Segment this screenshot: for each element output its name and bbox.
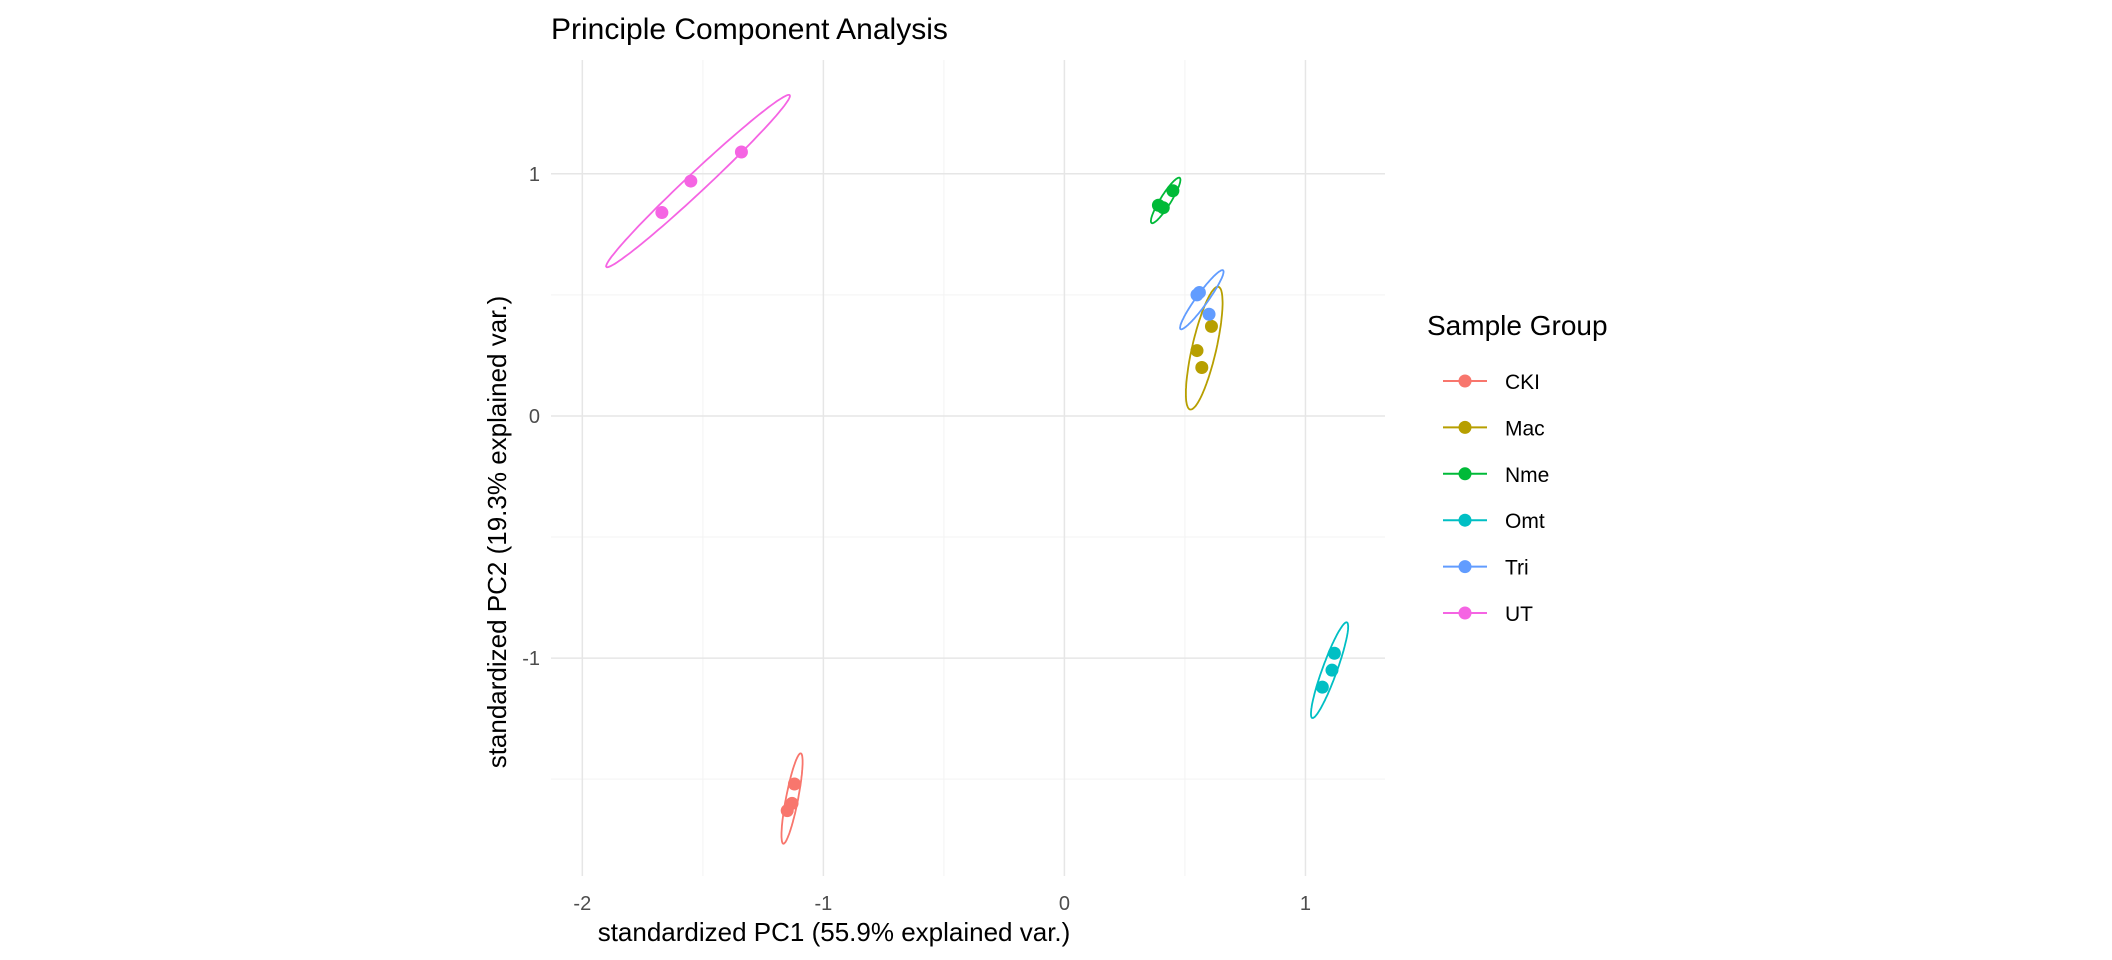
legend-label-omt: Omt <box>1505 510 1545 533</box>
grid <box>551 60 1385 876</box>
legend-key-point <box>1458 560 1472 574</box>
y-tick-label: 1 <box>529 164 540 186</box>
x-tick-label: 1 <box>1300 893 1311 915</box>
tick-labels: -2 -1 0 1 -1 0 1 <box>522 164 1311 915</box>
points <box>655 145 1341 818</box>
y-axis-title: standardized PC2 (19.3% explained var.) <box>482 296 512 769</box>
ellipse-omt <box>1310 621 1350 719</box>
ellipse-cki <box>780 752 804 845</box>
y-tick-label: -1 <box>522 648 540 670</box>
ellipse-mac <box>1185 285 1224 411</box>
point-mac <box>1190 344 1204 358</box>
legend-title: Sample Group <box>1427 310 1608 341</box>
legend-label-nme: Nme <box>1505 464 1549 487</box>
point-mac <box>1204 319 1218 333</box>
legend-label-cki: CKI <box>1505 371 1540 394</box>
point-nme <box>1156 201 1170 215</box>
point-tri <box>1202 307 1216 321</box>
legend-key-point <box>1458 513 1472 527</box>
chart-title: Principle Component Analysis <box>551 13 948 46</box>
point-ut <box>684 174 698 188</box>
x-tick-label: -2 <box>573 893 591 915</box>
point-ut <box>655 206 669 220</box>
y-tick-label: 0 <box>529 406 540 428</box>
point-nme <box>1166 184 1180 198</box>
point-mac <box>1195 361 1209 375</box>
legend-key-point <box>1458 606 1472 620</box>
legend-label-tri: Tri <box>1505 557 1529 580</box>
x-tick-label: 0 <box>1059 893 1070 915</box>
legend-key-point <box>1458 374 1472 388</box>
ellipses <box>605 94 1350 845</box>
legend-label-ut: UT <box>1505 603 1533 626</box>
ellipse-ut <box>605 94 791 269</box>
legend-key-point <box>1458 420 1472 434</box>
point-cki <box>787 777 801 791</box>
point-omt <box>1327 646 1341 660</box>
ellipse-tri <box>1179 269 1225 331</box>
point-ut <box>734 145 748 159</box>
point-tri <box>1190 288 1204 302</box>
legend-label-mac: Mac <box>1505 417 1545 440</box>
legend: CKI Mac Nme Omt Tri UT <box>1443 371 1549 626</box>
point-omt <box>1325 663 1339 677</box>
point-cki <box>780 804 794 818</box>
legend-key-point <box>1458 467 1472 481</box>
x-axis-title: standardized PC1 (55.9% explained var.) <box>598 917 1071 947</box>
x-tick-label: -1 <box>814 893 832 915</box>
point-omt <box>1315 680 1329 694</box>
